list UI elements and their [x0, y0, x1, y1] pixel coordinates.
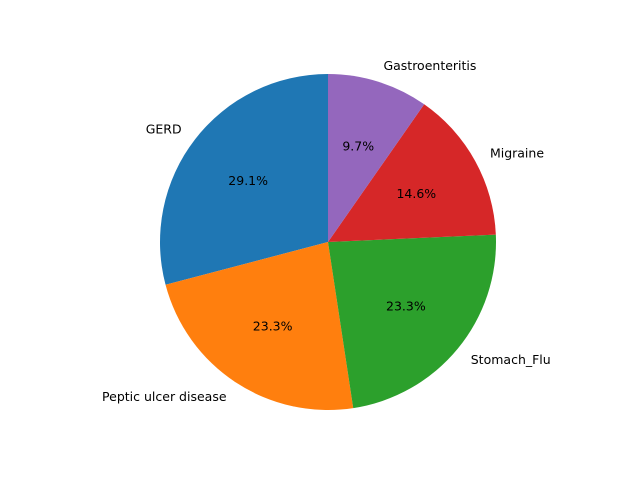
slice-percent-label: 29.1% — [228, 173, 268, 188]
slice-percent-label: 23.3% — [386, 299, 426, 314]
pie-labels: 29.1% GERD 23.3% Peptic ulcer disease 23.3% S… — [102, 58, 551, 404]
slice-percent-label: 23.3% — [253, 319, 293, 334]
pie-slices — [160, 74, 496, 410]
slice-percent-label: 14.6% — [396, 186, 436, 201]
slice-category-label: Gastroenteritis — [383, 58, 476, 73]
pie-slice-migraine — [328, 104, 496, 242]
pie-slice-stomach-flu — [328, 234, 496, 409]
slice-percent-label: 9.7% — [342, 138, 374, 153]
slice-category-label: GERD — [146, 122, 182, 137]
slice-category-label: Peptic ulcer disease — [102, 389, 227, 404]
slice-category-label: Migraine — [490, 145, 544, 160]
pie-slice-gastroenteritis — [328, 74, 425, 242]
slice-category-label: Stomach_Flu — [471, 352, 551, 367]
pie-slice-gerd — [160, 74, 328, 285]
pie-slice-peptic-ulcer-disease — [165, 242, 354, 410]
